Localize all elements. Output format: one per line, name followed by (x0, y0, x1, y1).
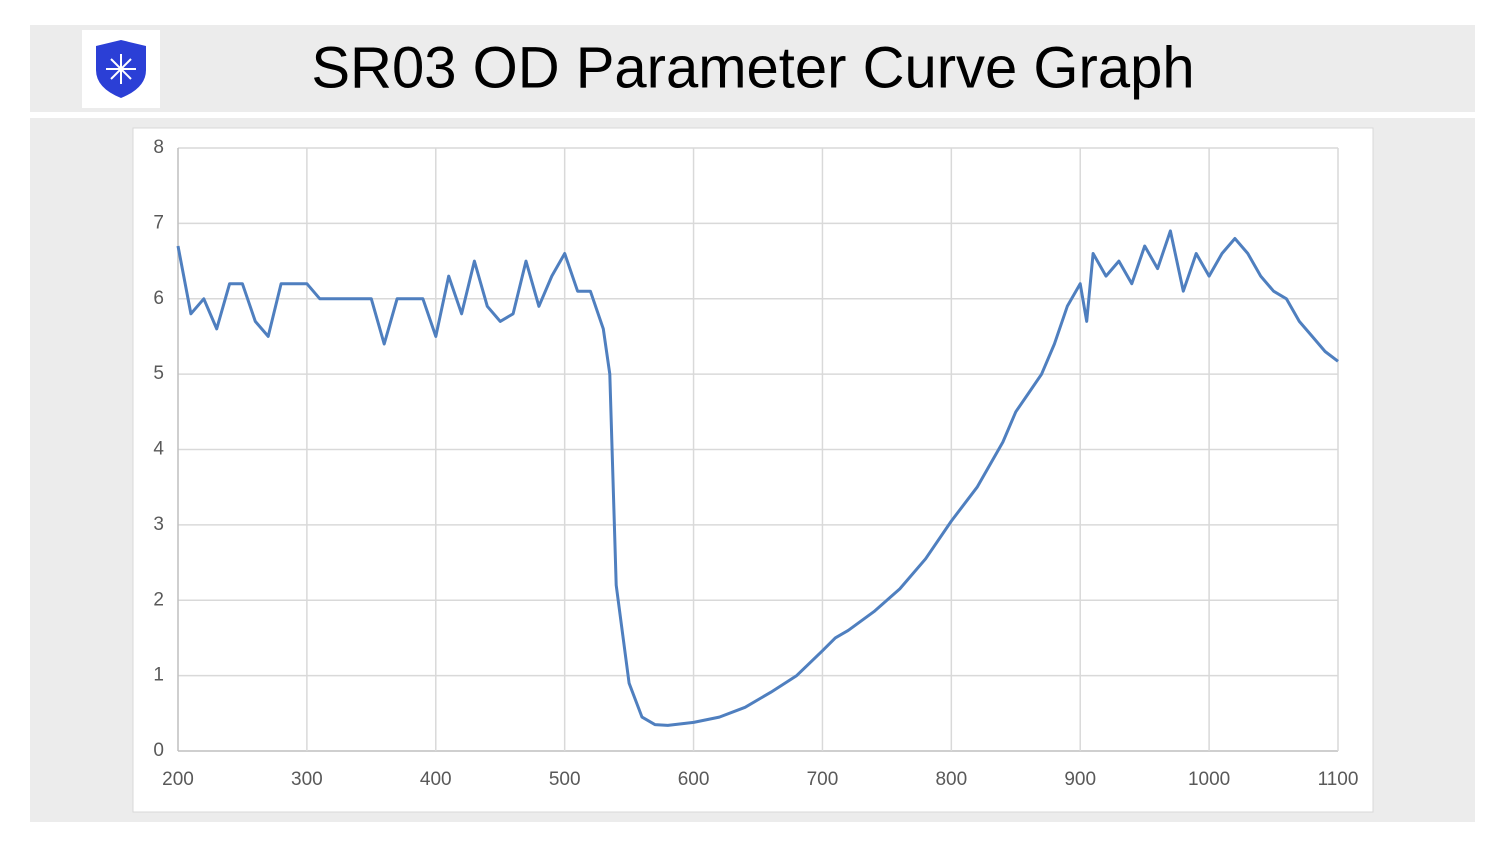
plot: 0 1 2 3 4 5 6 7 8 200 300 400 500 600 700 800 900 1000 110… (153, 137, 1358, 790)
x-tick-label: 800 (935, 769, 967, 790)
y-tick-label: 7 (153, 212, 164, 233)
y-tick-label: 2 (153, 589, 164, 610)
x-tick-label: 700 (807, 769, 839, 790)
y-tick-label: 3 (153, 514, 164, 535)
data-line (176, 229, 1339, 727)
x-tick-label: 1000 (1188, 769, 1230, 790)
y-tick-label: 6 (153, 288, 164, 309)
x-tick-label: 500 (549, 769, 581, 790)
x-tick-label: 900 (1064, 769, 1096, 790)
chart-title: SR03 OD Parameter Curve Graph (311, 35, 1194, 100)
header-band (30, 25, 1475, 112)
x-tick-label: 300 (291, 769, 323, 790)
x-tick-label: 600 (678, 769, 710, 790)
logo-star (106, 54, 136, 84)
y-tick-label: 5 (153, 363, 164, 384)
y-tick-label: 4 (153, 439, 164, 460)
x-tick-label: 1100 (1318, 769, 1359, 790)
y-tick-label: 1 (153, 665, 164, 686)
y-tick-label: 0 (153, 740, 164, 761)
y-tick-label: 8 (153, 137, 164, 158)
plot-panel (132, 127, 1374, 813)
x-tick-label: 200 (162, 769, 194, 790)
x-tick-label: 400 (420, 769, 452, 790)
